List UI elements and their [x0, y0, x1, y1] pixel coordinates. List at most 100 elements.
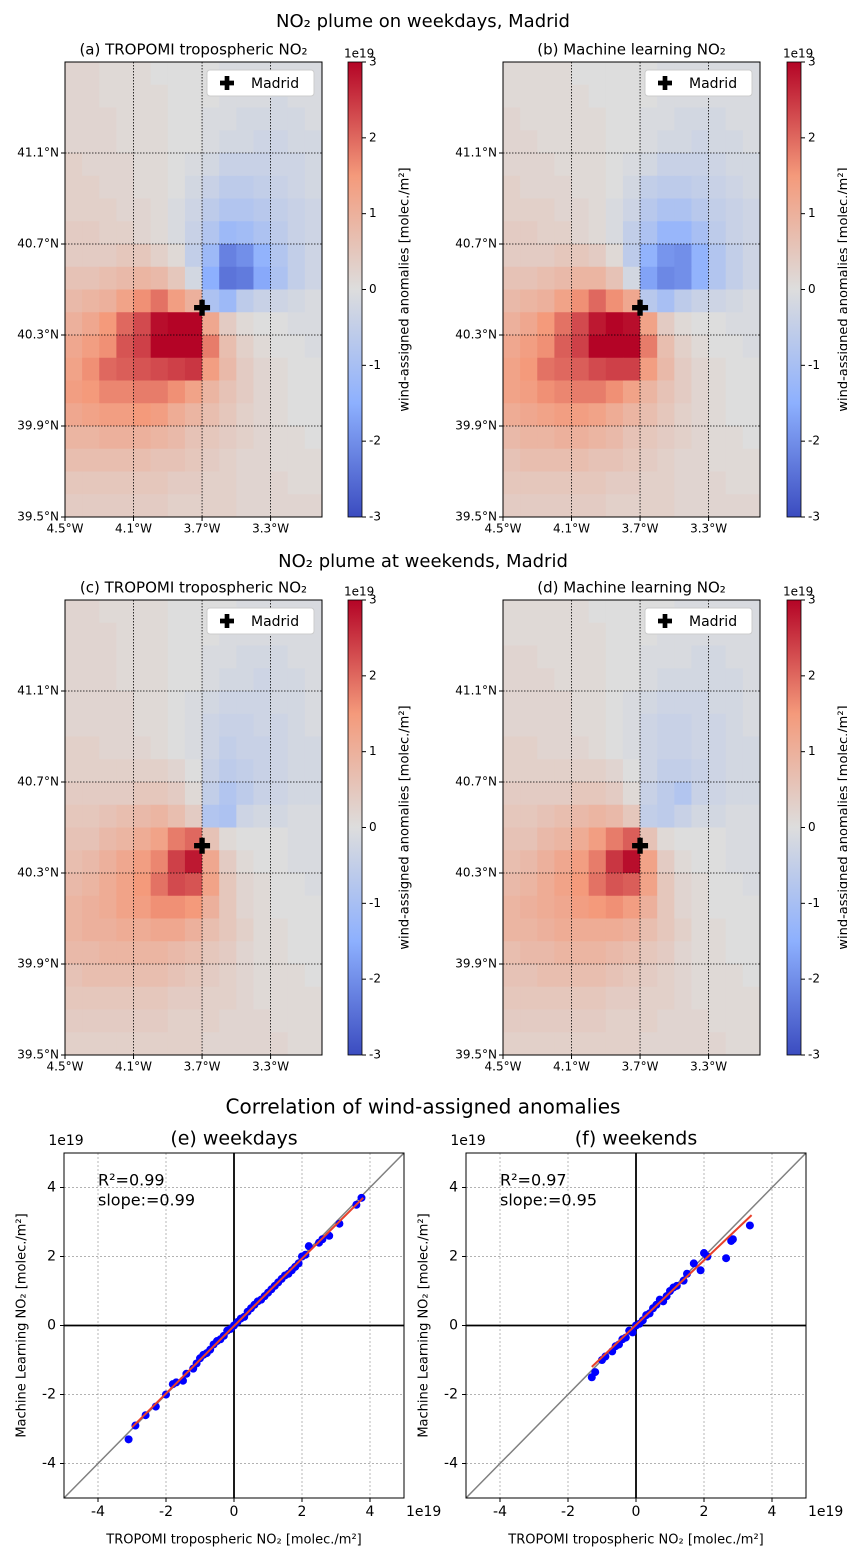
- heat-cell: [236, 426, 254, 450]
- heat-cell: [253, 691, 271, 715]
- heat-cell: [116, 130, 134, 154]
- heat-cell: [588, 471, 607, 495]
- heat-cell: [674, 713, 692, 737]
- heat-cell: [708, 175, 727, 199]
- heat-cell: [270, 1009, 289, 1033]
- heat-cell: [304, 1032, 323, 1056]
- heat-cell: [708, 918, 727, 942]
- heat-cell: [116, 426, 134, 450]
- heat-cell: [622, 448, 641, 472]
- heat-cell: [253, 357, 271, 381]
- heat-cell: [304, 175, 323, 199]
- heat-cell: [287, 1009, 306, 1033]
- heat-cell: [742, 713, 761, 737]
- heat-cell: [503, 175, 521, 199]
- heat-cell: [605, 357, 624, 381]
- heat-cell: [99, 691, 117, 715]
- point: [335, 1219, 344, 1228]
- heat-cell: [236, 153, 254, 177]
- heat-cell: [150, 289, 169, 313]
- heat-cell: [622, 691, 641, 715]
- heat-cell: [65, 713, 83, 737]
- heat-cell: [202, 221, 220, 245]
- heat-cell: [150, 804, 169, 828]
- heat-cell: [554, 873, 572, 897]
- heat-cell: [674, 380, 692, 404]
- heat-cell: [99, 380, 117, 404]
- heat-cell: [287, 107, 306, 131]
- heat-cell: [184, 804, 203, 828]
- heat-cell: [674, 426, 692, 450]
- heat-cell: [219, 918, 237, 942]
- y-tick-label: 2: [47, 1249, 56, 1265]
- heat-cell: [304, 986, 323, 1010]
- heat-cell: [691, 380, 709, 404]
- heat-cell: [742, 736, 761, 760]
- heat-cell: [287, 130, 306, 154]
- heat-cell: [571, 782, 590, 806]
- heat-cell: [588, 873, 607, 897]
- heat-cell: [202, 494, 220, 518]
- heat-cell: [167, 335, 186, 359]
- heat-cell: [65, 289, 83, 313]
- heat-cell: [571, 986, 590, 1010]
- heat-cell: [133, 895, 152, 919]
- heat-cell: [571, 62, 590, 86]
- heat-cell: [520, 1032, 538, 1056]
- heat-cell: [605, 335, 624, 359]
- y-tick-label: 40.7°N: [455, 237, 497, 251]
- heat-cell: [742, 448, 761, 472]
- heat-cell: [99, 107, 117, 131]
- y-tick-label: 39.5°N: [455, 1048, 497, 1062]
- plot-frame: [63, 1152, 405, 1499]
- heat-cell: [202, 736, 220, 760]
- heat-cell: [605, 312, 624, 336]
- heat-cell: [605, 1032, 624, 1056]
- heat-cell: [674, 130, 692, 154]
- heat-cell: [657, 471, 675, 495]
- heat-cell: [605, 448, 624, 472]
- heat-cell: [202, 403, 220, 427]
- heat-cell: [725, 850, 744, 874]
- heat-cell: [99, 873, 117, 897]
- heat-cell: [99, 782, 117, 806]
- heat-cell: [167, 964, 186, 988]
- heat-cell: [287, 941, 306, 965]
- heat-cell: [554, 357, 572, 381]
- point: [696, 1266, 705, 1275]
- heat-cell: [554, 335, 572, 359]
- colorbar-tick-label: -3: [808, 1048, 820, 1062]
- heat-cell: [167, 691, 186, 715]
- heat-cell: [725, 335, 744, 359]
- heat-cell: [82, 986, 100, 1010]
- heat-cell: [503, 691, 521, 715]
- heat-cell: [270, 691, 289, 715]
- heat-cell: [304, 804, 323, 828]
- heat-cell: [167, 873, 186, 897]
- heat-cell: [99, 84, 117, 108]
- x-tick-label: 3.7°W: [184, 1060, 221, 1074]
- y-tick-label: 41.1°N: [17, 146, 59, 160]
- heat-cell: [133, 645, 152, 669]
- heat-cell: [605, 244, 624, 268]
- heat-cell: [725, 895, 744, 919]
- heat-cell: [605, 736, 624, 760]
- colorbar-tick-label: -3: [808, 510, 820, 524]
- heat-cell: [270, 221, 289, 245]
- heat-cell: [588, 403, 607, 427]
- heat-cell: [219, 403, 237, 427]
- heat-cell: [219, 335, 237, 359]
- heat-cell: [742, 782, 761, 806]
- heat-cell: [657, 130, 675, 154]
- heat-cell: [65, 986, 83, 1010]
- heat-cell: [520, 403, 538, 427]
- heat-cell: [674, 244, 692, 268]
- heat-cell: [674, 850, 692, 874]
- heat-cell: [184, 668, 203, 692]
- heat-cell: [622, 426, 641, 450]
- heat-cell: [554, 804, 572, 828]
- section-title: Correlation of wind-assigned anomalies: [226, 1095, 621, 1119]
- heat-cell: [537, 130, 555, 154]
- heat-cell: [150, 918, 169, 942]
- heat-cell: [725, 289, 744, 313]
